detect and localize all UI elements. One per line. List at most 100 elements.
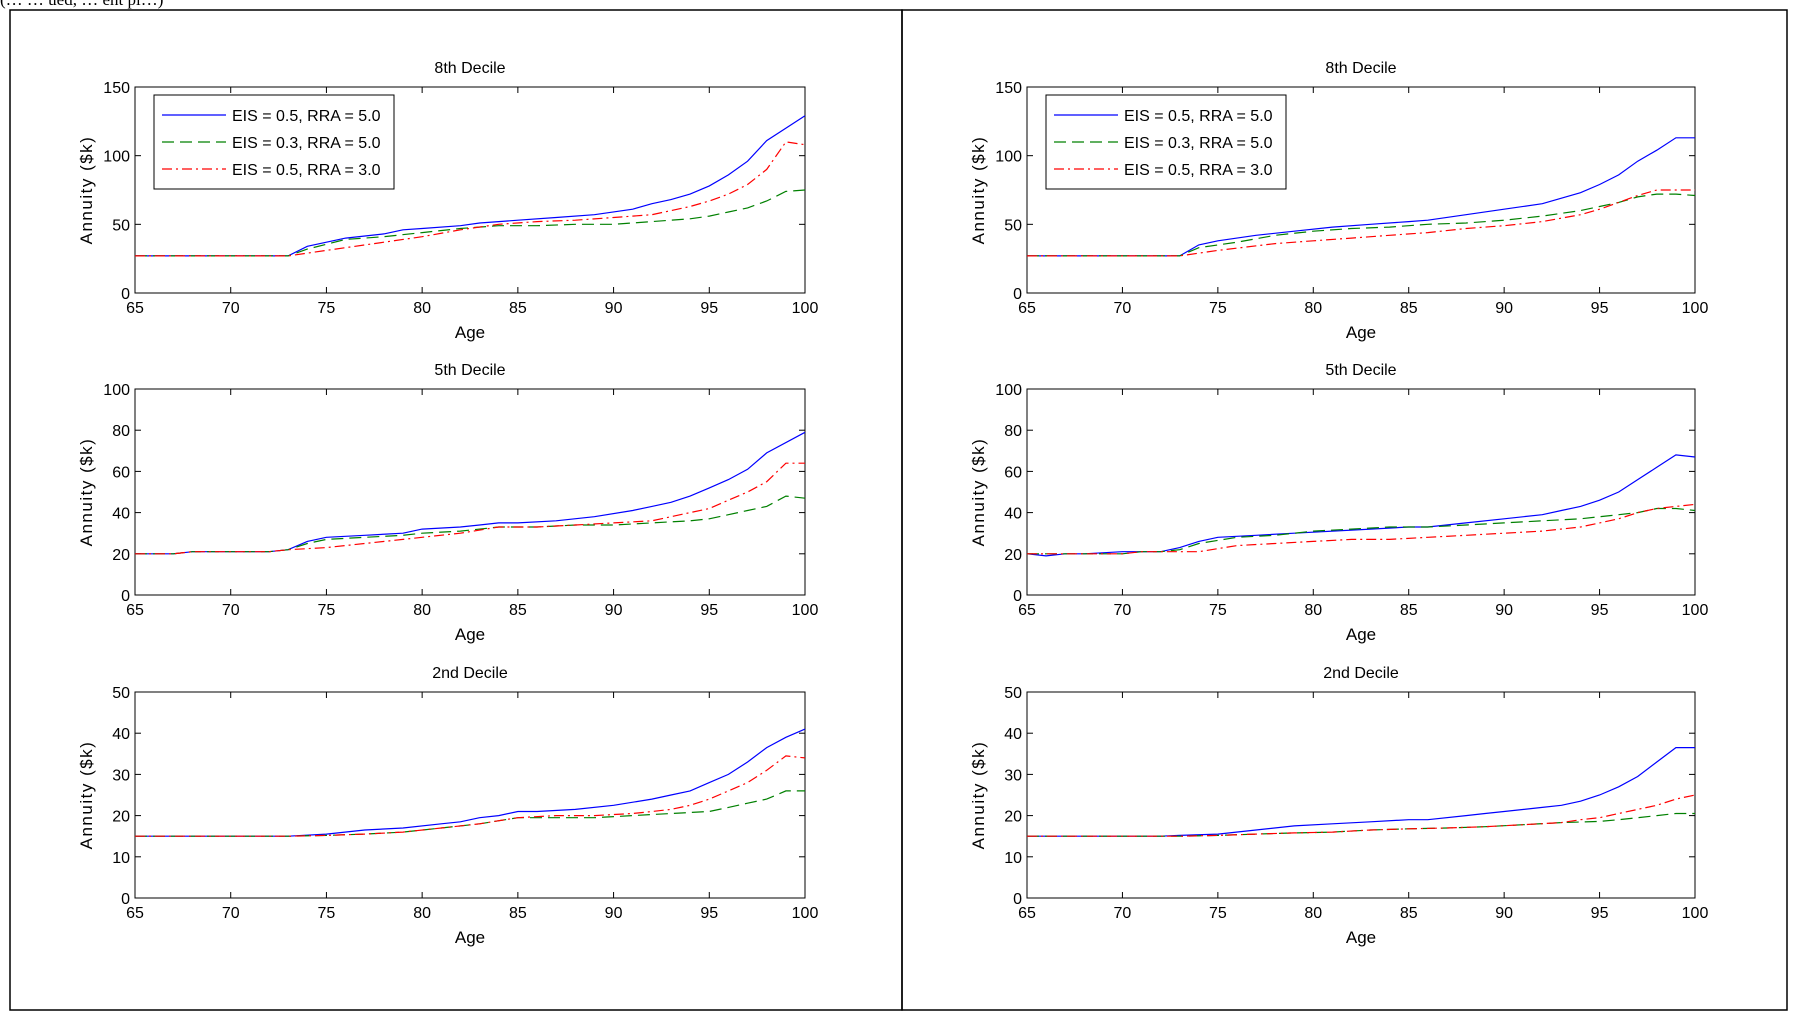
x-tick-label: 80 (413, 905, 431, 922)
x-tick-label: 75 (318, 905, 336, 922)
series-line-1 (1027, 137, 1695, 257)
chart-r2: 65 70 75 80 85 90 95 100 0 10 20 30 40 50 2nd Decile Ag… (969, 665, 1708, 947)
series-line-1 (135, 728, 806, 837)
series-line-2 (135, 495, 806, 555)
x-tick-label: 80 (1304, 300, 1322, 317)
chart-l2: 65 70 75 80 85 90 95 100 0 10 20 30 40 50 2nd Decile Ag… (77, 665, 818, 947)
x-tick-label: 75 (1209, 905, 1227, 922)
x-axis-label: Age (1346, 323, 1376, 342)
x-tick-label: 90 (605, 905, 623, 922)
y-axis-label: Annuity ($k) (77, 741, 96, 850)
y-tick-label: 0 (121, 286, 130, 303)
series-line-3 (1027, 503, 1696, 555)
x-tick-label: 70 (222, 602, 240, 619)
y-tick-label: 0 (121, 588, 130, 605)
x-tick-label: 85 (1400, 300, 1418, 317)
y-tick-label: 0 (121, 891, 130, 908)
y-axis-label: Annuity ($k) (77, 438, 96, 547)
x-tick-label: 85 (1400, 602, 1418, 619)
y-tick-label: 20 (112, 547, 130, 564)
x-tick-label: 65 (126, 602, 144, 619)
y-axis-label: Annuity ($k) (77, 136, 96, 245)
chart-l8: 65 70 75 80 85 90 95 100 0 50 100 150 8th Decile Age A… (77, 60, 818, 342)
x-tick-label: 90 (605, 602, 623, 619)
plot-area (134, 388, 806, 596)
y-tick-label: 20 (1004, 809, 1022, 826)
x-tick-label: 70 (222, 905, 240, 922)
y-tick-label: 20 (112, 809, 130, 826)
x-tick-label: 75 (1209, 300, 1227, 317)
y-tick-label: 40 (1004, 506, 1022, 523)
x-tick-label: 100 (792, 602, 819, 619)
x-tick-label: 95 (700, 905, 718, 922)
x-tick-label: 65 (1018, 905, 1036, 922)
chart-r5: 65 70 75 80 85 90 95 100 0 20 40 60 80 100 5th Decile A… (969, 362, 1708, 644)
y-tick-label: 100 (995, 382, 1022, 399)
y-tick-label: 50 (112, 217, 130, 234)
series-line-2 (135, 189, 806, 257)
y-axis-label: Annuity ($k) (969, 438, 988, 547)
series-line-1 (1027, 746, 1695, 837)
y-tick-label: 100 (103, 149, 130, 166)
x-tick-label: 80 (413, 602, 431, 619)
x-tick-label: 95 (1591, 300, 1609, 317)
y-tick-label: 50 (1004, 685, 1022, 702)
y-tick-label: 60 (112, 464, 130, 481)
x-tick-label: 90 (1495, 905, 1513, 922)
x-tick-label: 65 (1018, 602, 1036, 619)
y-tick-label: 80 (112, 423, 130, 440)
x-tick-label: 85 (509, 905, 527, 922)
x-axis-label: Age (455, 323, 485, 342)
legend-label-2: EIS = 0.3, RRA = 5.0 (232, 135, 381, 152)
x-tick-label: 95 (1591, 905, 1609, 922)
plot-area (1026, 691, 1696, 899)
x-tick-label: 70 (1114, 300, 1132, 317)
y-tick-label: 100 (103, 382, 130, 399)
x-tick-label: 100 (1682, 905, 1709, 922)
x-tick-label: 65 (126, 905, 144, 922)
legend-label-2: EIS = 0.3, RRA = 5.0 (1124, 135, 1273, 152)
x-tick-label: 70 (1114, 905, 1132, 922)
plot-area (1026, 388, 1696, 596)
chart-r8: 65 70 75 80 85 90 95 100 0 50 100 150 8th Decile Age A… (969, 60, 1708, 342)
x-tick-label: 100 (792, 905, 819, 922)
y-tick-label: 100 (995, 149, 1022, 166)
series-line-2 (1027, 193, 1696, 257)
y-tick-label: 10 (112, 850, 130, 867)
chart-title: 2nd Decile (1323, 665, 1399, 682)
y-tick-label: 40 (112, 506, 130, 523)
x-tick-label: 70 (1114, 602, 1132, 619)
x-tick-label: 95 (700, 300, 718, 317)
x-tick-label: 90 (1495, 602, 1513, 619)
series-line-2 (1027, 507, 1696, 555)
y-tick-label: 50 (1004, 217, 1022, 234)
x-axis-label: Age (455, 625, 485, 644)
x-tick-label: 65 (126, 300, 144, 317)
x-tick-label: 90 (605, 300, 623, 317)
y-tick-label: 10 (1004, 850, 1022, 867)
legend-label-1: EIS = 0.5, RRA = 5.0 (232, 108, 381, 125)
y-tick-label: 80 (1004, 423, 1022, 440)
x-tick-label: 80 (413, 300, 431, 317)
chart-title: 8th Decile (434, 60, 505, 77)
series-line-3 (135, 755, 806, 837)
x-tick-label: 70 (222, 300, 240, 317)
x-axis-label: Age (455, 928, 485, 947)
chart-title: 5th Decile (1325, 362, 1396, 379)
y-tick-label: 60 (1004, 464, 1022, 481)
series-line-1 (1026, 454, 1696, 557)
x-axis-label: Age (1346, 625, 1376, 644)
y-tick-label: 30 (112, 767, 130, 784)
y-tick-label: 40 (1004, 726, 1022, 743)
legend: EIS = 0.5, RRA = 5.0 EIS = 0.3, RRA = 5.0… (153, 94, 395, 190)
series-line-1 (135, 115, 806, 257)
legend: EIS = 0.5, RRA = 5.0 EIS = 0.3, RRA = 5.0… (1045, 94, 1287, 190)
x-axis-label: Age (1346, 928, 1376, 947)
legend-label-3: EIS = 0.5, RRA = 3.0 (1124, 162, 1273, 179)
x-tick-label: 95 (1591, 602, 1609, 619)
x-tick-label: 65 (1018, 300, 1036, 317)
y-tick-label: 20 (1004, 547, 1022, 564)
